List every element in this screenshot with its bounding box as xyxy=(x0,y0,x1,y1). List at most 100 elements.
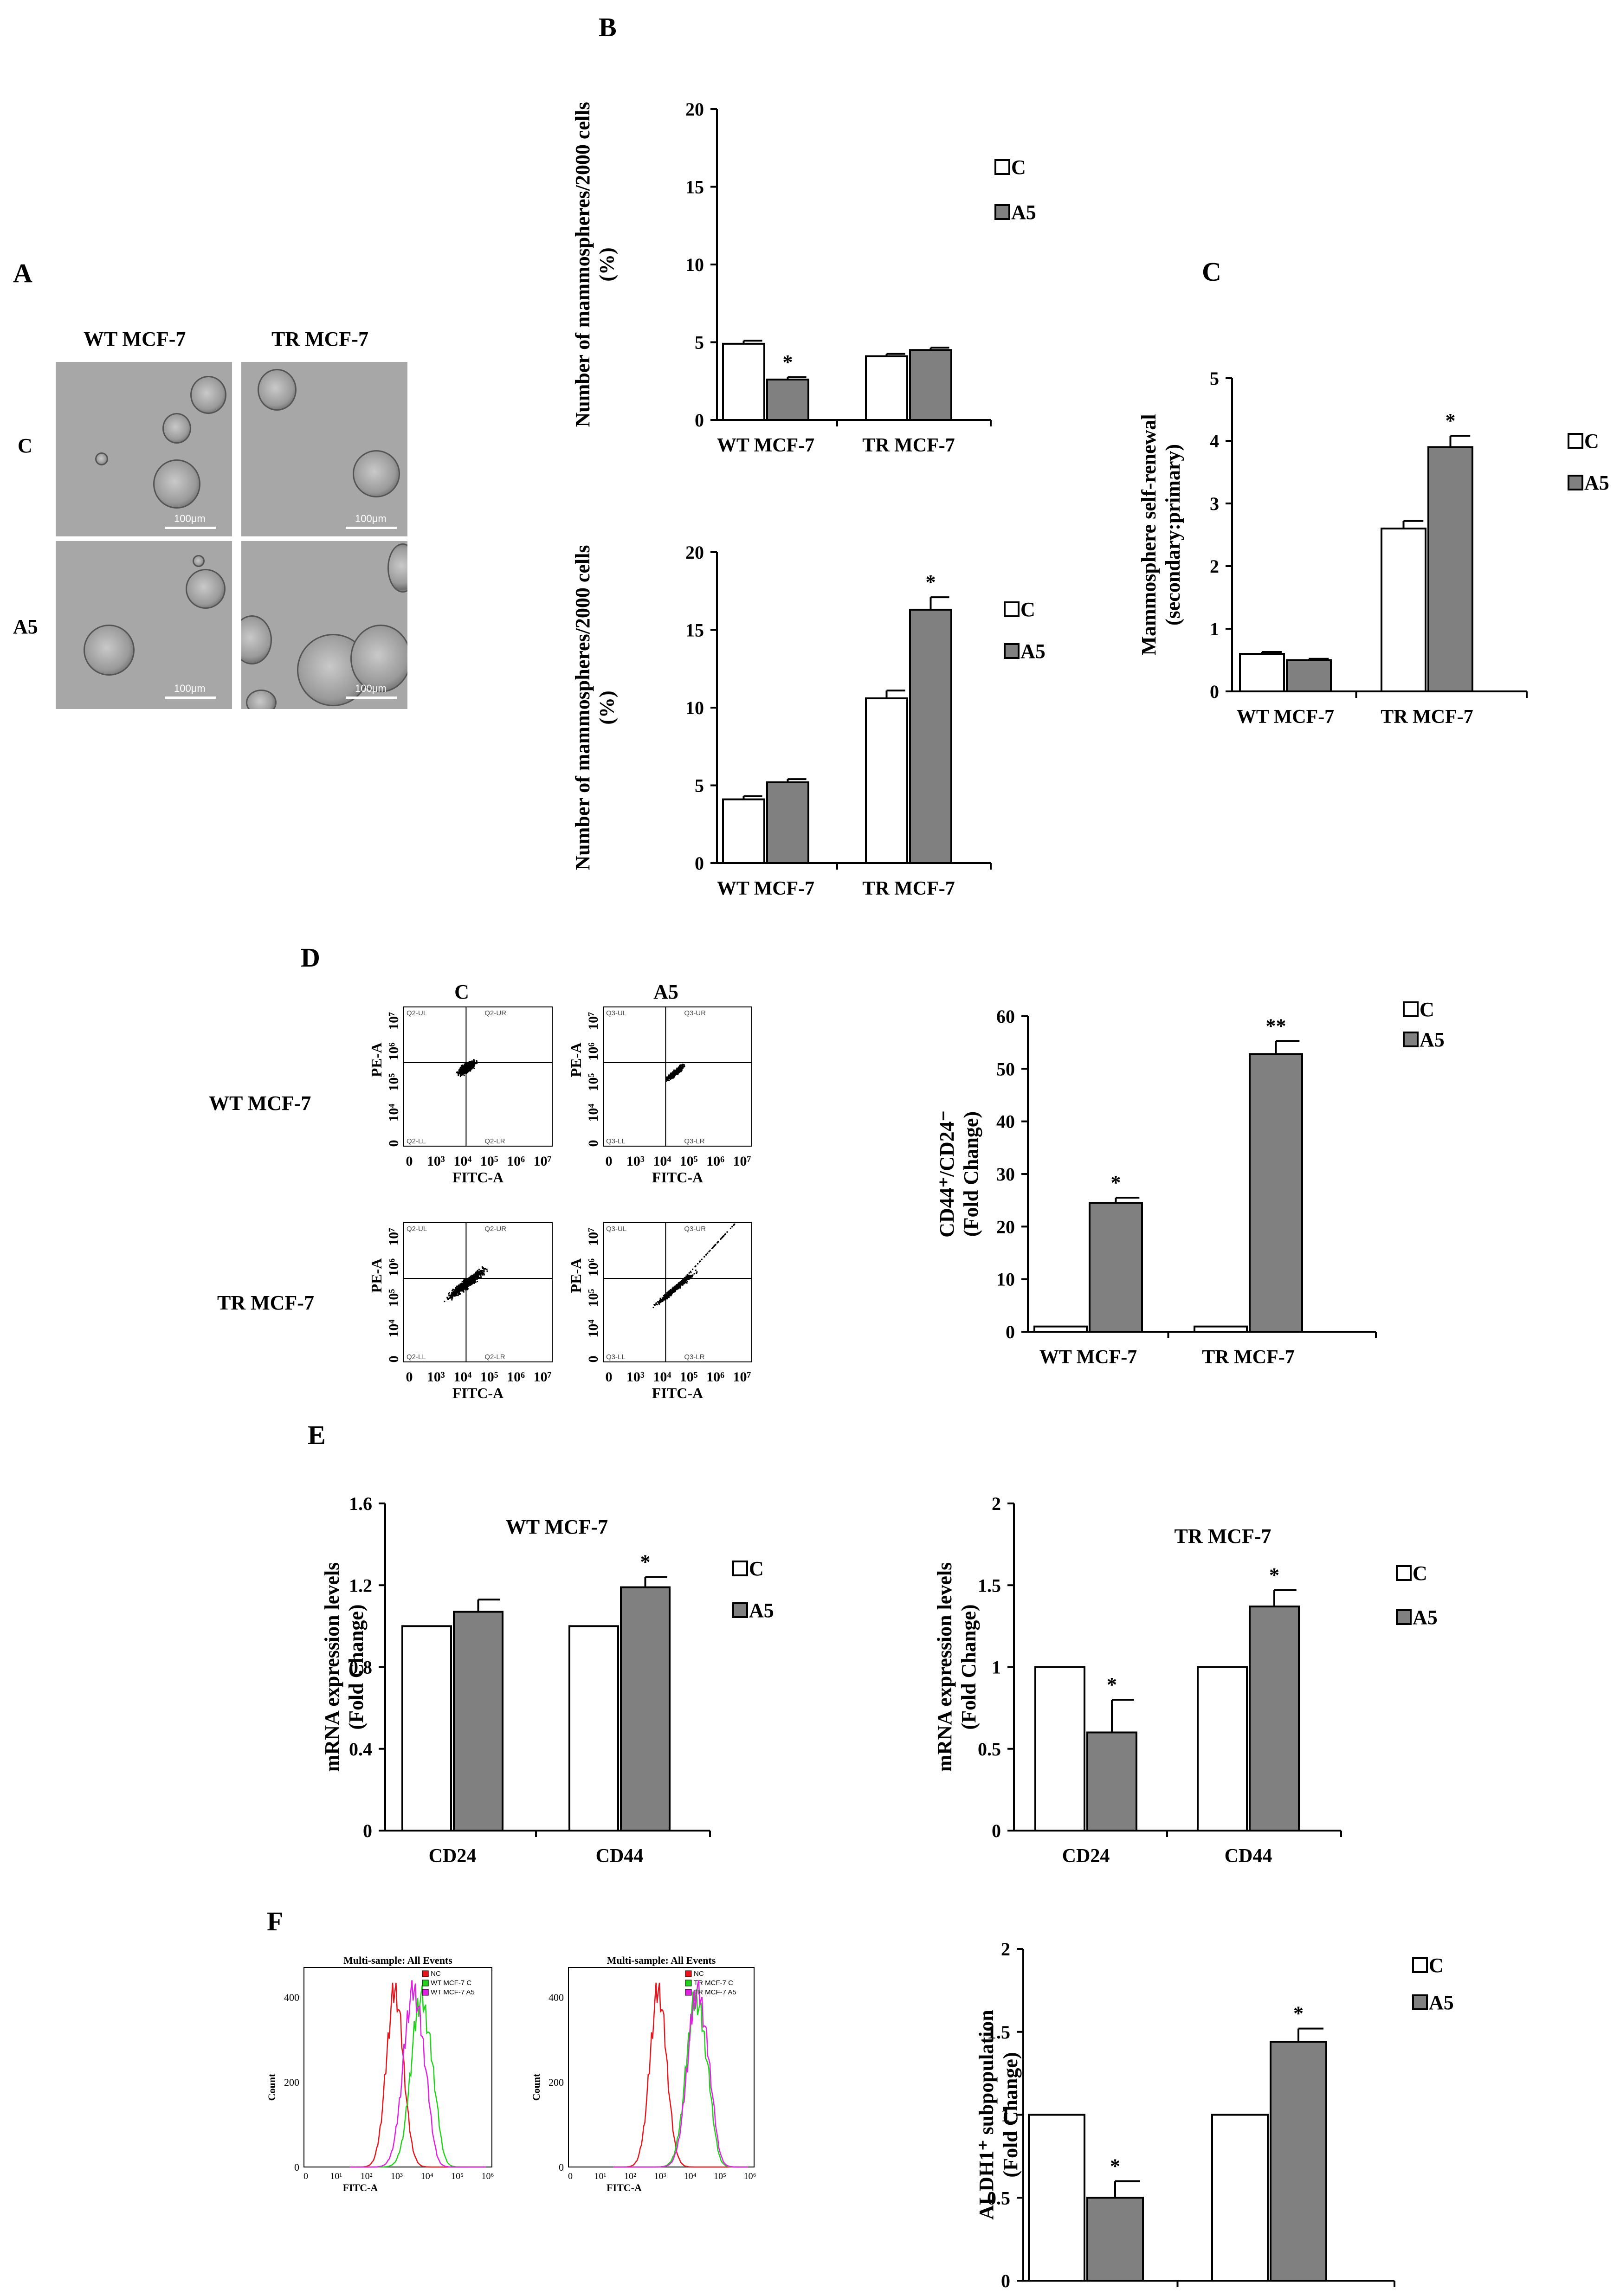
bar-c xyxy=(722,798,765,864)
flow-row-label-tr: TR MCF-7 xyxy=(217,1291,314,1314)
flow-plot: Q3-UL Q3-UR Q3-LL Q3-LR 0 10³ 10⁴ 10⁵ 10⁶ 10⁷ 0 10⁴… xyxy=(568,1006,752,1186)
quadrant-label: Q3-UL xyxy=(606,1225,626,1233)
histogram-y-tick-label: 0 xyxy=(559,2161,564,2173)
legend-swatch-a5 xyxy=(1396,1609,1412,1625)
y-axis-label-line: Number of mammospheres/2000 cells xyxy=(571,102,594,427)
flow-plot-frame xyxy=(403,1222,553,1362)
y-tick-label: 3 xyxy=(1210,493,1219,514)
flow-y-tick-label: 10⁴ xyxy=(586,1320,601,1338)
legend-label: C xyxy=(749,1557,764,1580)
histogram-x-axis-label: FITC-A xyxy=(607,2182,642,2193)
y-tick-label: 5 xyxy=(695,332,704,353)
flow-y-tick-label: 10⁷ xyxy=(586,1012,601,1030)
x-category-label: CD44 xyxy=(1225,1845,1272,1867)
histogram-curve-a5 xyxy=(349,1980,486,2168)
panel-label-c: C xyxy=(1202,257,1221,287)
y-axis-label: ALDH1⁺ subpopulation(Fold Change) xyxy=(975,2010,1022,2219)
histogram-x-tick-label: 10³ xyxy=(654,2171,666,2181)
y-axis-label-line: (Fold Change) xyxy=(960,1111,982,1237)
flow-x-tick-label: 10⁴ xyxy=(453,1369,471,1385)
y-tick-label: 15 xyxy=(685,620,704,641)
flow-col-title-c: C xyxy=(454,980,469,1003)
histogram-y-tick-label: 200 xyxy=(284,2077,299,2088)
histogram-legend-swatch xyxy=(685,1980,692,1986)
histogram: Multi-sample: All Events 0 200 400 0 10¹ 10² 10… xyxy=(530,1954,756,2193)
bar-a5 xyxy=(1249,1606,1300,1832)
histogram-legend-swatch xyxy=(422,1970,429,1977)
y-tick-label: 2 xyxy=(1210,556,1219,577)
flow-dots xyxy=(652,1223,736,1309)
significance-marker: * xyxy=(1111,1171,1121,1194)
chart-title: WT MCF-7 xyxy=(506,1516,608,1538)
legend-label: A5 xyxy=(1420,1028,1445,1051)
histogram-legend-label: NC xyxy=(694,1970,704,1978)
flow-y-axis-label: PE-A xyxy=(368,1043,385,1077)
legend-swatch-a5 xyxy=(1403,1032,1419,1047)
x-category-label: WT MCF-7 xyxy=(1237,706,1334,728)
flow-x-tick-label: 10⁵ xyxy=(680,1154,698,1169)
flow-x-tick-label: 0 xyxy=(406,1154,413,1169)
histogram-frame xyxy=(568,1967,755,2167)
flow-x-tick-label: 10⁷ xyxy=(534,1154,552,1169)
y-axis-label: Number of mammospheres/2000 cells(%) xyxy=(571,545,618,870)
histogram-legend-label: NC xyxy=(431,1970,441,1978)
y-axis-label: CD44⁺/CD24⁻(Fold Change) xyxy=(936,1110,982,1238)
flow-x-tick-label: 10⁴ xyxy=(653,1154,671,1169)
y-axis-label-line: (Fold Change) xyxy=(999,2052,1022,2177)
histogram-y-tick-label: 400 xyxy=(284,1992,299,2003)
micrograph-wt-c: 100μm xyxy=(56,362,232,536)
significance-marker: * xyxy=(1107,1673,1117,1696)
flow-x-tick-label: 10⁵ xyxy=(480,1154,498,1169)
flow-y-axis-label: PE-A xyxy=(568,1043,584,1077)
legend-label: C xyxy=(1011,156,1026,179)
flow-x-tick-label: 10⁴ xyxy=(453,1154,471,1169)
flow-x-tick-label: 10³ xyxy=(427,1154,445,1169)
chart-b2: 0 5 10 15 20 WT MCF-7 TR MCF-7 * Number of mammo… xyxy=(571,542,1046,899)
flow-x-axis-label: FITC-A xyxy=(452,1385,503,1401)
flow-y-tick-label: 0 xyxy=(386,1356,401,1363)
bar-c xyxy=(1194,1325,1248,1333)
histogram-x-tick-label: 10⁶ xyxy=(744,2171,756,2181)
panel-label-f: F xyxy=(267,1906,283,1936)
chart-c: 0 1 2 3 4 5 WT MCF-7 TR MCF-7 * Mammosphere self-… xyxy=(1137,368,1609,728)
flow-x-axis-label: FITC-A xyxy=(652,1169,703,1186)
histogram-legend-swatch xyxy=(422,1980,429,1986)
significance-marker: * xyxy=(926,571,936,593)
flow-y-axis-label: PE-A xyxy=(568,1258,584,1293)
y-tick-label: 0.4 xyxy=(349,1739,372,1760)
quadrant-label: Q2-LL xyxy=(407,1353,426,1361)
x-category-label: TR MCF-7 xyxy=(862,878,955,899)
quadrant-label: Q2-UL xyxy=(407,1225,427,1233)
flow-x-tick-label: 10³ xyxy=(626,1154,645,1169)
bar-a5 xyxy=(909,349,952,421)
bar-a5 xyxy=(453,1611,503,1832)
histogram-x-tick-label: 10⁴ xyxy=(421,2171,433,2181)
y-axis-label: mRNA expression levels(Fold Change) xyxy=(933,1562,980,1772)
bar-c xyxy=(1028,2114,1085,2282)
x-category-label: WT MCF-7 xyxy=(717,878,814,899)
legend-label: C xyxy=(1420,998,1434,1021)
flow-x-tick-label: 10⁵ xyxy=(680,1369,698,1385)
quadrant-label: Q3-LR xyxy=(684,1353,704,1361)
flow-y-tick-label: 0 xyxy=(586,1356,601,1363)
quadrant-label: Q2-LL xyxy=(407,1137,426,1145)
flow-x-tick-label: 10⁷ xyxy=(733,1369,751,1385)
quadrant-label: Q3-UR xyxy=(684,1225,706,1233)
flow-col-title-a5: A5 xyxy=(653,980,678,1003)
y-axis-label-line: (Fold Change) xyxy=(957,1604,980,1729)
quadrant-label: Q2-LR xyxy=(484,1353,505,1361)
flow-y-tick-label: 10⁴ xyxy=(386,1104,401,1122)
significance-marker: * xyxy=(1446,409,1456,432)
chart-b1: 0 5 10 15 20 WT MCF-7 TR MCF-7 * Number of mammo… xyxy=(571,99,1036,456)
y-axis-label-line: (%) xyxy=(595,690,618,724)
histogram-x-axis-label: FITC-A xyxy=(343,2182,378,2193)
histogram-frame xyxy=(303,1967,492,2167)
y-tick-label: 4 xyxy=(1210,431,1219,451)
bar-a5 xyxy=(1086,1731,1137,1832)
flow-x-tick-label: 10⁶ xyxy=(507,1154,525,1169)
histogram-x-tick-label: 10⁵ xyxy=(714,2171,726,2181)
histogram-y-tick-label: 400 xyxy=(549,1992,564,2003)
y-tick-label: 5 xyxy=(695,775,704,796)
bar-c xyxy=(1034,1666,1085,1832)
